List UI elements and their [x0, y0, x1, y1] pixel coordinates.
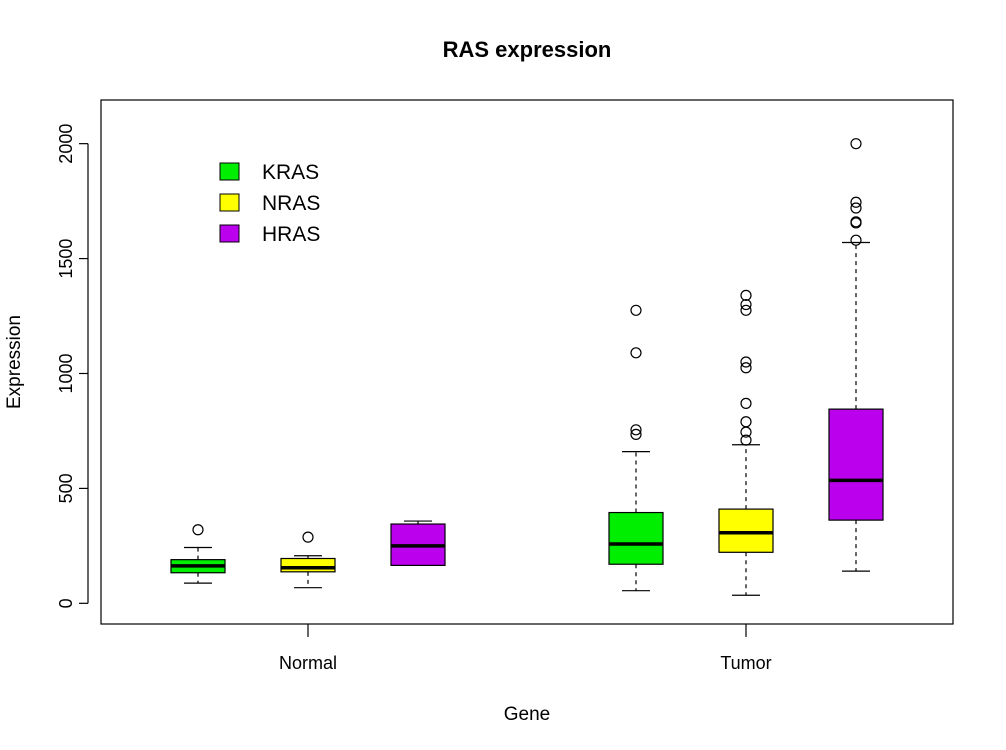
box: [718, 508, 774, 553]
boxplots: [170, 138, 884, 596]
legend-swatch-kras: [219, 162, 240, 181]
x-tick-label: Tumor: [720, 653, 771, 673]
y-tick-label: 1000: [56, 353, 76, 393]
outlier-point: [850, 202, 862, 214]
chart-title: RAS expression: [443, 37, 612, 62]
legend-label-kras: KRAS: [262, 161, 319, 184]
outlier-point: [630, 424, 642, 436]
legend-label-nras: NRAS: [262, 192, 320, 215]
x-tick-label: Normal: [279, 653, 337, 673]
outlier-point: [630, 347, 642, 359]
outlier-point: [740, 356, 752, 368]
y-axis: 0 500 1000 1500 2000: [56, 124, 89, 608]
legend-swatch-nras: [219, 193, 240, 212]
y-tick-label: 1500: [56, 239, 76, 279]
box: [608, 511, 664, 565]
outlier-point: [740, 434, 752, 446]
outlier-point: [740, 304, 752, 316]
legend: KRAS NRAS HRAS: [219, 161, 320, 246]
boxplot-hras-tumor: [828, 138, 884, 572]
box: [828, 408, 884, 521]
outlier-point: [740, 289, 752, 301]
legend-swatch-hras: [219, 224, 240, 243]
legend-label-hras: HRAS: [262, 223, 320, 246]
y-tick-label: 2000: [56, 124, 76, 164]
outlier-point: [740, 362, 752, 374]
outlier-point: [850, 196, 862, 208]
boxplot-kras-normal: [170, 524, 226, 584]
outlier-point: [302, 531, 314, 543]
boxplot-nras-tumor: [718, 289, 774, 596]
plot-frame: [100, 99, 954, 625]
x-axis-label: Gene: [504, 704, 550, 725]
outlier-point: [630, 304, 642, 316]
outlier-point: [740, 397, 752, 409]
outlier-point: [192, 524, 204, 536]
y-tick-label: 0: [56, 598, 76, 608]
outlier-point: [740, 298, 752, 311]
outlier-point: [630, 428, 642, 440]
y-axis-label: Expression: [4, 315, 25, 409]
outlier-point: [850, 234, 862, 246]
outlier-point: [850, 216, 862, 228]
boxplot-kras-tumor: [608, 304, 664, 592]
y-tick-label: 500: [56, 473, 76, 503]
outlier-point: [850, 138, 862, 150]
box: [280, 557, 336, 573]
x-axis: Normal Tumor: [279, 624, 772, 673]
boxplot-nras-normal: [280, 531, 336, 589]
outlier-point: [740, 416, 752, 428]
boxplot-hras-normal: [390, 520, 446, 566]
